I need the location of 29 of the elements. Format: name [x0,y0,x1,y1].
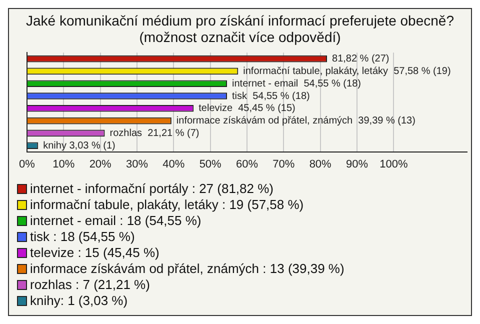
x-tick-label: 90% [346,158,368,170]
data-label: informace získávám od přátel, známých 39,39 % (13) [176,116,416,127]
data-label: rozhlas 21,21 % (7) [110,128,200,139]
x-tick-label: 60% [236,158,258,170]
data-label: informační tabule, plakáty, letáky 57,58 % (19) [243,66,451,77]
data-label: internet - email 54,55 % (18) [232,78,361,90]
legend-label: televize : 15 (45,45 %) [30,245,160,260]
legend-label: knihy: 1 (3,03 %) [30,293,128,308]
chart-subtitle: (možnost označit více odpovědí) [139,29,341,46]
x-tick-label: 50% [199,158,222,170]
x-tick-label: 80% [309,158,332,170]
legend-label: informace získávám od přátel, známých : 13 (39,39 %) [30,261,344,276]
x-tick-label: 20% [89,158,112,170]
data-label: 81,82 % (27) [332,54,390,65]
chart-title: Jaké komunikační médium pro získání informací preferujete obecně? [26,12,454,28]
data-label: tisk 54,55 % (18) [232,90,310,102]
x-tick-label: 40% [162,158,185,170]
x-tick-label: 30% [126,158,148,170]
x-tick-label: 70% [272,158,295,170]
data-label: televize 45,45 % (15) [198,103,296,114]
x-tick-label: 100% [380,158,408,170]
legend-label: rozhlas : 7 (21,21 %) [30,277,150,292]
data-label: knihy 3,03 % (1) [43,140,116,152]
legend-label: internet - informační portály : 27 (81,82 %) [30,181,274,196]
x-tick-label: 0% [19,158,36,170]
legend-label: tisk : 18 (54,55 %) [30,229,135,244]
x-tick-label: 10% [52,158,75,170]
legend-label: informační tabule, plakáty, letáky : 19 (57,58 %) [30,197,304,212]
legend-label: internet - email : 18 (54,55 %) [30,213,202,228]
